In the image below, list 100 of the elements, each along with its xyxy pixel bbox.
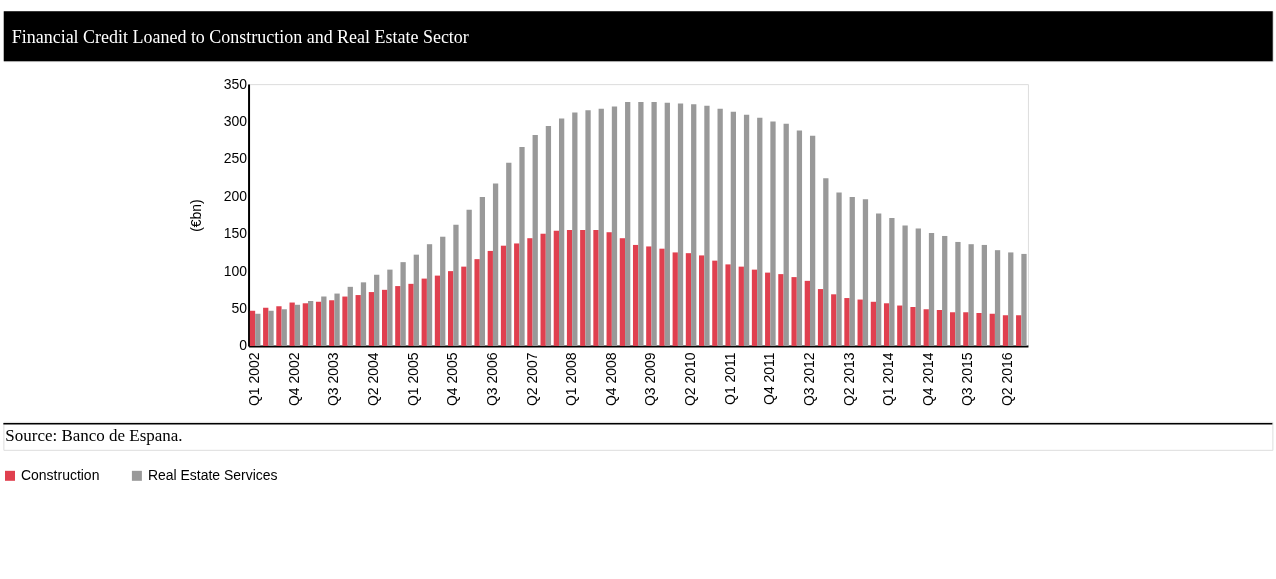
bar <box>611 106 618 346</box>
bar <box>981 244 987 346</box>
bar <box>315 301 322 346</box>
x-tick-label: Q1 2002 <box>246 352 263 407</box>
bar <box>294 304 301 346</box>
bar <box>823 178 829 346</box>
bar <box>255 313 261 346</box>
bar <box>950 312 956 346</box>
bar <box>712 260 718 346</box>
bar <box>791 277 797 346</box>
bar <box>1016 315 1022 346</box>
y-tick-label: 50 <box>231 300 248 317</box>
bar <box>936 310 943 346</box>
bar <box>413 254 419 346</box>
bar <box>545 126 552 346</box>
bar <box>355 295 361 346</box>
bar <box>585 110 591 346</box>
x-tick-label: Q4 2014 <box>919 352 936 407</box>
bar <box>381 289 388 346</box>
legend-label: Real Estate Services <box>147 466 278 483</box>
bar <box>329 300 335 346</box>
bar <box>883 303 890 346</box>
bar <box>757 117 763 346</box>
bar <box>558 118 565 346</box>
bar <box>249 310 256 346</box>
bar <box>659 248 665 346</box>
bar <box>408 283 414 346</box>
bar <box>572 112 578 346</box>
legend-label: Construction <box>20 466 100 483</box>
x-tick-label: Q2 2013 <box>840 352 857 407</box>
bar <box>704 105 710 346</box>
x-tick-label: Q1 2005 <box>404 352 421 407</box>
y-tick-label: 300 <box>223 113 248 130</box>
bar <box>651 102 657 346</box>
bar <box>606 232 612 346</box>
bar <box>461 266 467 346</box>
x-tick-label: Q2 2010 <box>682 352 699 407</box>
y-tick-label: 150 <box>223 225 248 242</box>
x-tick-label: Q4 2008 <box>602 352 619 407</box>
chart-title: Financial Credit Loaned to Construction and Real Estate Sector <box>11 27 469 48</box>
x-tick-label: Q1 2008 <box>563 352 580 407</box>
bar <box>862 199 869 346</box>
bar <box>915 228 921 346</box>
bar <box>553 230 559 346</box>
bar <box>632 244 639 346</box>
x-tick-label: Q4 2011 <box>761 352 778 405</box>
bar <box>902 225 908 346</box>
bar <box>360 282 367 346</box>
bar <box>527 238 533 346</box>
bar <box>500 245 507 346</box>
bar <box>831 294 837 346</box>
y-tick-label: 200 <box>223 187 248 204</box>
bar <box>994 250 1001 346</box>
x-tick-label: Q3 2006 <box>483 352 500 407</box>
bar <box>289 302 295 346</box>
bar <box>664 102 670 346</box>
bar <box>1002 315 1009 346</box>
bar <box>308 301 314 346</box>
bar <box>857 299 863 346</box>
bar <box>976 313 982 346</box>
bar <box>889 218 895 346</box>
bar <box>466 209 472 346</box>
bar <box>474 259 480 346</box>
bar <box>796 130 803 346</box>
bar <box>281 309 287 346</box>
x-tick-label: Q4 2005 <box>444 352 461 407</box>
x-tick-label: Q3 2003 <box>325 352 342 407</box>
x-tick-label: Q3 2012 <box>800 352 817 407</box>
bar <box>387 269 393 346</box>
bar <box>479 197 486 346</box>
bar <box>685 253 692 346</box>
bar <box>646 246 652 346</box>
bar <box>968 244 974 346</box>
bar <box>923 309 929 346</box>
bar <box>625 102 631 346</box>
bar <box>836 192 842 346</box>
bar <box>804 280 810 346</box>
bar <box>566 229 573 346</box>
bar <box>426 244 433 346</box>
bar <box>440 236 446 346</box>
bar <box>725 264 731 346</box>
bar <box>276 306 282 346</box>
bar <box>955 241 961 346</box>
y-axis-title: (€bn) <box>187 199 204 232</box>
bar <box>910 307 916 346</box>
y-tick-label: 0 <box>239 337 248 354</box>
bar <box>453 224 459 346</box>
bar <box>598 108 604 346</box>
bar <box>519 146 525 346</box>
bar <box>448 271 454 346</box>
x-tick-label: Q1 2014 <box>880 352 897 407</box>
x-tick-label: Q2 2007 <box>523 352 540 407</box>
x-tick-label: Q4 2002 <box>285 352 302 407</box>
x-tick-label: Q3 2015 <box>959 352 976 407</box>
bar <box>334 293 340 346</box>
x-tick-label: Q2 2004 <box>365 352 382 407</box>
bar <box>672 252 678 346</box>
bar <box>506 162 512 346</box>
bar <box>738 266 744 346</box>
bar <box>321 296 327 346</box>
